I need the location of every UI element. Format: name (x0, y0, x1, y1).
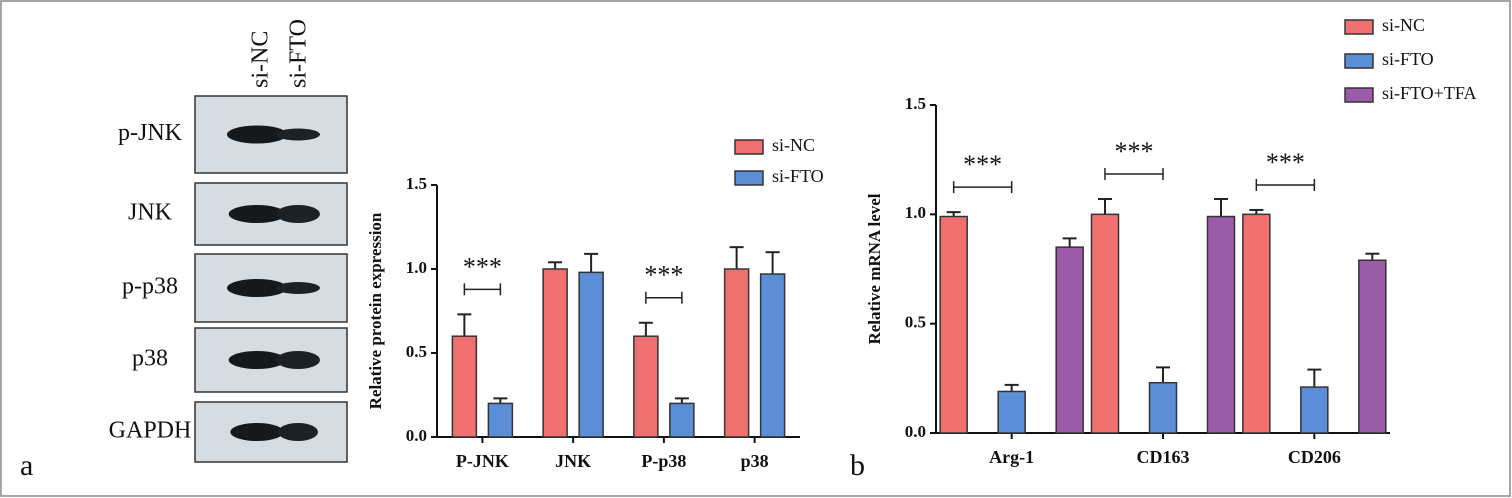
y-tick-label: 1.5 (406, 174, 427, 193)
blot-band (228, 351, 286, 369)
y-axis-label: Relative mRNA level (865, 193, 884, 344)
western-blot (194, 95, 348, 463)
blot-strip (194, 95, 348, 174)
legend-swatch (1344, 53, 1374, 69)
significance-label: *** (963, 150, 1002, 179)
bar (997, 390, 1026, 434)
blot-column-label: si-FTO (286, 19, 312, 88)
x-tick-label: p38 (741, 451, 769, 471)
significance-label: *** (463, 252, 502, 281)
significance-label: *** (644, 261, 683, 290)
bar (1358, 259, 1387, 434)
x-tick-label: P-JNK (456, 451, 509, 471)
blot-band (276, 128, 320, 141)
bar (578, 271, 604, 438)
y-tick-label: 1.5 (905, 94, 926, 113)
bar (1090, 213, 1120, 434)
significance-label: *** (1115, 137, 1154, 166)
x-tick-label: CD206 (1288, 447, 1341, 467)
x-tick-label: Arg-1 (989, 447, 1034, 467)
bar (451, 335, 478, 438)
blot-band (276, 351, 320, 369)
blot-column-label: si-NC (248, 31, 274, 88)
bar (1300, 386, 1329, 434)
y-tick-label: 1.0 (406, 258, 427, 277)
blot-band (227, 125, 287, 144)
y-tick-label: 0.0 (406, 426, 427, 445)
y-axis-label: Relative protein expression (366, 212, 385, 409)
blot-band (227, 279, 287, 297)
blot-row-label: p-p38 (122, 274, 178, 300)
significance-label: *** (1266, 148, 1305, 177)
blot-band (228, 205, 286, 223)
bar (1055, 246, 1084, 434)
blot-band (276, 282, 320, 294)
x-tick-label: CD163 (1137, 447, 1190, 467)
panel-label: a (20, 449, 33, 482)
bar (1206, 215, 1236, 434)
blot-row-label: p38 (132, 346, 168, 372)
blot-band (276, 205, 320, 223)
legend-label: si-NC (772, 135, 815, 155)
legend-swatch (1344, 19, 1374, 35)
blot-row-label: JNK (128, 200, 173, 226)
legend-label: si-FTO+TFA (1382, 83, 1477, 103)
bar (759, 273, 786, 438)
legend-swatch (734, 170, 764, 186)
panel-label: b (850, 449, 865, 482)
blot-row-label: GAPDH (109, 418, 192, 444)
legend-label: si-FTO (772, 166, 824, 186)
bar (1242, 213, 1271, 434)
blot-row-label: p-JNK (118, 120, 183, 146)
bar (669, 402, 695, 438)
bar (542, 268, 568, 438)
y-tick-label: 0.5 (905, 313, 926, 332)
x-tick-label: JNK (555, 451, 591, 471)
bar (939, 215, 968, 434)
bar (723, 268, 750, 438)
bar (1148, 381, 1178, 434)
legend-swatch (1344, 87, 1374, 103)
x-tick-label: P-p38 (641, 451, 686, 471)
bar (633, 335, 659, 438)
bar (487, 402, 514, 438)
blot-band (278, 423, 318, 441)
blot-band (230, 423, 284, 441)
legend-swatch (734, 139, 764, 155)
legend-label: si-NC (1382, 15, 1425, 35)
y-tick-label: 0.0 (905, 422, 926, 441)
legend-label: si-FTO (1382, 49, 1434, 69)
y-tick-label: 1.0 (905, 203, 926, 222)
y-tick-label: 0.5 (406, 342, 427, 361)
